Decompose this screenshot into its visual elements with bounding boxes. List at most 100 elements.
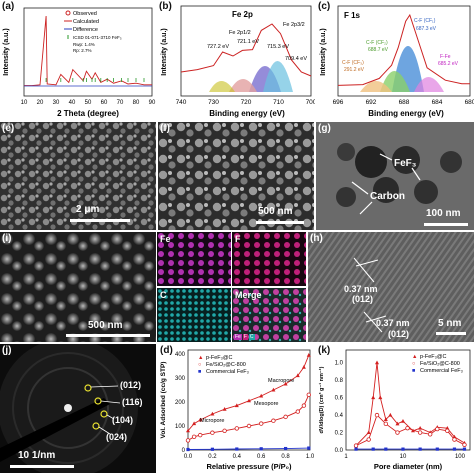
- arrow-fef3-1: [379, 153, 393, 161]
- panel-label: (f): [160, 123, 170, 134]
- x-tick-692: 692: [366, 99, 377, 106]
- x-tick-40: 40: [69, 100, 76, 106]
- eds-map-merge: Merge Fe F C: [232, 288, 306, 342]
- y-tick-0.2: 0.2: [335, 431, 344, 437]
- point-pfef3-7: [259, 393, 264, 398]
- point-pfef3-1: [192, 421, 197, 426]
- legend-marker-commercial: ■: [198, 369, 201, 375]
- point-fesio2-12: [306, 392, 311, 397]
- panel-a-xrd: (a) Observed Calculated Difference ICSD …: [0, 0, 156, 120]
- panel-label: (b): [159, 1, 172, 12]
- point-fesio2-2: [374, 412, 380, 418]
- point-commercial-3: [259, 447, 263, 451]
- point-fesio2-6: [246, 423, 252, 429]
- fit-peak-709: [263, 61, 293, 92]
- haadf-texture: [0, 232, 156, 342]
- y-tick-0.6: 0.6: [335, 396, 344, 402]
- y-tick-0: 0: [182, 448, 186, 454]
- point-pfef3-3: [375, 360, 380, 365]
- tem-texture: [316, 122, 474, 230]
- x-tick-740: 740: [176, 99, 187, 106]
- x-tick-labels: 10 20 30 40 50 60 70 80 90: [21, 100, 156, 106]
- y-tick-0.0: 0.0: [335, 448, 344, 454]
- ring-label-024: (024): [106, 432, 128, 442]
- d-spacing-2: 0.37 nm: [376, 318, 410, 328]
- c-map-texture: [157, 288, 231, 342]
- point-pfef3-13: [445, 425, 450, 430]
- point-commercial-3: [401, 447, 405, 451]
- ann-688: 688.7 eV: [368, 47, 389, 53]
- hrtem-texture: [308, 232, 474, 342]
- map-label-c: C: [160, 290, 167, 300]
- legend: ▲ p-FeF₃@C ○ Fe/SiO₂@C-800 ■ Commercial …: [198, 355, 249, 375]
- observed-series: [24, 15, 152, 87]
- psd-series: [353, 360, 467, 451]
- x-tick-684: 684: [432, 99, 443, 106]
- point-fesio2-7: [258, 421, 264, 426]
- merge-legend-c: C: [248, 334, 255, 340]
- f1s-chart: F 1s C-F (CF₁) 687.3 eV C-F (CF₂) 688.7 …: [320, 5, 474, 118]
- fit-peak-721: [229, 79, 257, 92]
- legend-commercial: Commercial FeF₃: [420, 368, 463, 374]
- plot-frame: [345, 349, 471, 451]
- legend-difference: Difference: [73, 27, 98, 33]
- x-tick-0.8: 0.8: [281, 454, 290, 460]
- x-tick-696: 696: [333, 99, 344, 106]
- point-pfef3-8: [400, 419, 405, 423]
- point-fesio2-1: [366, 437, 371, 442]
- fit-peak-727: [209, 81, 235, 92]
- point-pfef3-4: [378, 395, 383, 400]
- panel-label: (e): [2, 123, 15, 134]
- point-pfef3-10: [295, 373, 300, 378]
- annotations: C-F (CF₁) 687.3 eV C-F (CF₂) 688.7 eV C-…: [342, 18, 459, 73]
- scale-bar-label: 100 nm: [426, 208, 461, 219]
- x-tick-700: 700: [306, 99, 315, 106]
- point-fesio2-5: [234, 426, 239, 431]
- scale-bar: [424, 223, 468, 226]
- scale-bar-label: 10 1/nm: [18, 450, 56, 461]
- point-pfef3-11: [301, 365, 306, 369]
- point-commercial-4: [284, 446, 288, 451]
- y-axis-label: dV/dlog(D) (cm³ g⁻¹ nm⁻¹): [318, 366, 325, 433]
- map-label-fe: Fe: [160, 234, 171, 244]
- panel-label: (i): [2, 233, 12, 244]
- y-tick-300: 300: [175, 376, 186, 382]
- x-tick-710: 710: [273, 99, 284, 106]
- merge-color-legend: Fe F C: [234, 334, 255, 340]
- legend-marker-pfef3: ▲: [412, 354, 417, 360]
- label-carbon: Carbon: [370, 191, 405, 202]
- point-pfef3-7: [395, 421, 400, 426]
- arrow-carbon-1: [351, 181, 369, 195]
- tem-annotations: FeF₃ Carbon: [351, 153, 421, 215]
- panel-e-sem: (e) 2 μm: [0, 122, 156, 230]
- x-tick-20: 20: [37, 100, 44, 106]
- legend-fesio2: Fe/SiO₂@C-800: [206, 362, 246, 368]
- point-fesio2-3: [383, 421, 389, 427]
- point-commercial-7: [462, 447, 467, 451]
- point-fesio2-11: [462, 442, 467, 447]
- chart-title: F 1s: [344, 11, 361, 20]
- point-pfef3-4: [222, 407, 227, 411]
- scale-bar-label: 500 nm: [88, 320, 123, 331]
- eds-map-fe: Fe: [157, 232, 231, 286]
- fringe-line-1: [353, 257, 375, 283]
- point-pfef3-0: [186, 428, 190, 433]
- point-pfef3-10: [418, 425, 423, 430]
- leader-024: [98, 426, 111, 435]
- point-commercial-5: [435, 447, 439, 451]
- legend-icsd: ICSD 01-071-3710 FeF₃: [73, 35, 122, 40]
- scale-bar: [256, 221, 304, 224]
- d-spacing-1: 0.37 nm: [344, 284, 378, 294]
- x-tick-10: 10: [400, 454, 407, 460]
- ann-cf1: C-F (CF₁): [414, 18, 436, 24]
- fe2p-envelope: [180, 23, 312, 77]
- point-pfef3-6: [247, 398, 251, 403]
- series-line-2: [187, 447, 309, 450]
- point-fesio2-5: [405, 425, 410, 431]
- ann-721: 721.1 eV: [237, 39, 259, 45]
- legend-observed-marker: [65, 10, 71, 16]
- ring-outer: [12, 352, 124, 464]
- y-tick-400: 400: [175, 352, 186, 358]
- x-axis-label: Binding energy (eV): [368, 109, 444, 118]
- scale-bar: [10, 465, 74, 468]
